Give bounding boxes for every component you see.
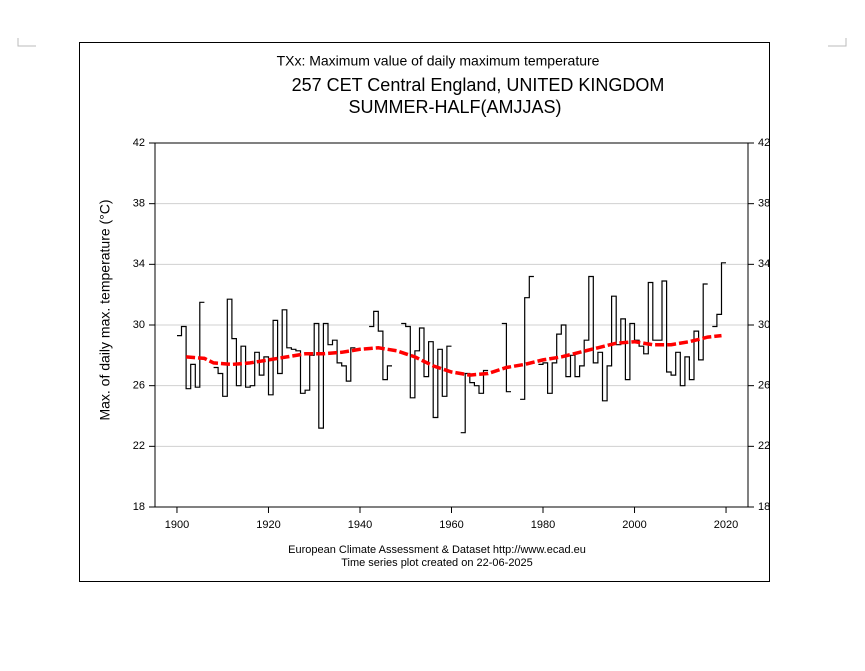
x-tick-label: 1980 (531, 519, 555, 531)
season-label: SUMMER-HALF(AMJJAS) (348, 97, 561, 117)
chart-subtitle: 257 CET Central England, UNITED KINGDOM (292, 75, 665, 95)
step-line (177, 262, 726, 434)
frame (79, 42, 770, 582)
y2-tick-label: 18 (758, 501, 770, 513)
x-tick-label: 2020 (714, 519, 738, 531)
y2-tick-label: 38 (758, 198, 770, 210)
x-tick-label: 2000 (622, 519, 646, 531)
x-tick-label: 1900 (165, 519, 189, 531)
y-tick-label: 26 (133, 380, 145, 392)
y-tick-label: 18 (133, 501, 145, 513)
y2-tick-label: 30 (758, 319, 770, 331)
y2-tick-label: 34 (758, 258, 770, 270)
trend-line (185, 333, 722, 377)
y-tick-label: 22 (133, 440, 145, 452)
y-tick-label: 38 (133, 198, 145, 210)
x-tick-label: 1920 (256, 519, 280, 531)
plot-area (154, 142, 749, 508)
y2-tick-label: 22 (758, 440, 770, 452)
corner-mark (17, 38, 36, 47)
x-tick-label: 1960 (439, 519, 463, 531)
footer: European Climate Assessment & Dataset ht… (288, 544, 586, 556)
footer: Time series plot created on 22-06-2025 (341, 557, 533, 569)
y-tick-label: 34 (133, 258, 145, 270)
chart-title: TXx: Maximum value of daily maximum temp… (277, 53, 600, 69)
corner-mark (828, 38, 847, 47)
y-tick-label: 42 (133, 137, 145, 149)
y2-tick-label: 42 (758, 137, 770, 149)
y2-tick-label: 26 (758, 380, 770, 392)
y-axis-label: Max. of daily max. temperature (°C) (97, 199, 113, 420)
x-tick-label: 1940 (348, 519, 372, 531)
y-tick-label: 30 (133, 319, 145, 331)
